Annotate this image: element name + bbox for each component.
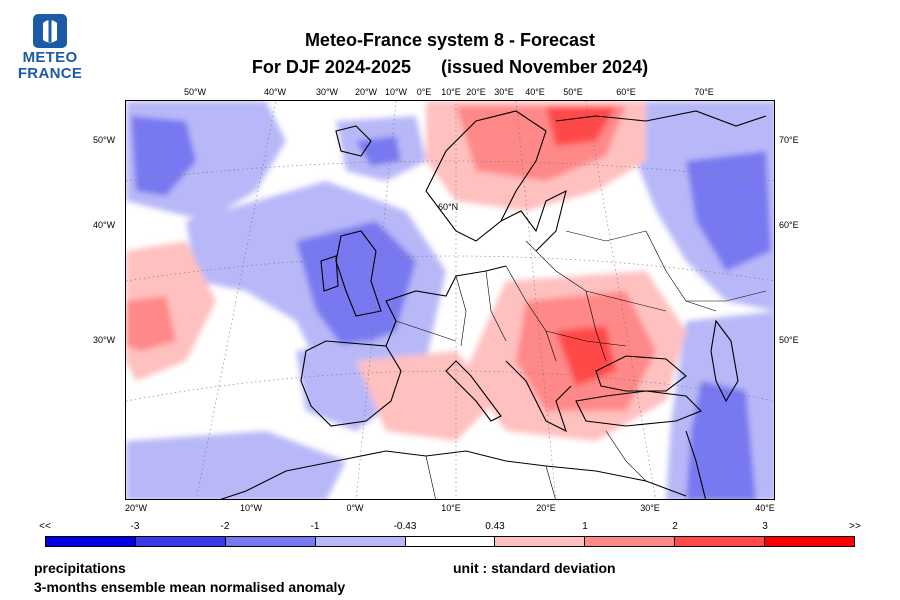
legend-colorbar bbox=[45, 536, 855, 547]
coast-ireland bbox=[320, 255, 339, 292]
tick-bottom-5: 30°E bbox=[640, 503, 660, 513]
tick-top-7: 20°E bbox=[466, 87, 486, 97]
coast-scandinavia bbox=[425, 110, 547, 242]
tick-bottom-6: 40°E bbox=[755, 503, 775, 513]
coast-black-sea bbox=[595, 355, 687, 392]
tick-top-1: 40°W bbox=[263, 87, 287, 97]
tick-left-2: 30°W bbox=[93, 335, 116, 345]
anomaly-map bbox=[125, 100, 775, 500]
anomaly-red-west-atlantic-mid bbox=[126, 296, 176, 351]
tick-bottom-1: 10°W bbox=[239, 503, 263, 513]
legend-label-1: -3 bbox=[130, 521, 140, 532]
tick-top-4: 10°W bbox=[384, 87, 408, 97]
anomaly-blue-east-core bbox=[686, 151, 771, 271]
tick-right-2: 50°E bbox=[779, 335, 799, 345]
footer-description: 3-months ensemble mean normalised anomal… bbox=[34, 579, 346, 595]
coast-arctic bbox=[555, 110, 767, 127]
anomaly-red-mediterranean bbox=[356, 351, 496, 441]
logo-text-line1: METEO bbox=[22, 49, 78, 66]
legend-label-0: << bbox=[39, 521, 51, 532]
meteo-france-logo-icon bbox=[33, 14, 67, 48]
legend-swatch-3 bbox=[315, 537, 406, 546]
coast-iberia bbox=[300, 340, 402, 427]
legend-label-5: 0.43 bbox=[485, 521, 505, 532]
coast-caspian bbox=[710, 319, 739, 403]
title-line1: Meteo-France system 8 - Forecast bbox=[304, 30, 596, 50]
tick-bottom-0: 20°W bbox=[124, 503, 148, 513]
legend-swatch-8 bbox=[765, 537, 855, 546]
legend-label-3: -1 bbox=[310, 521, 320, 532]
footer-unit: unit : standard deviation bbox=[453, 560, 616, 576]
logo-text-line2: FRANCE bbox=[17, 65, 83, 82]
coast-balkans-greece bbox=[505, 360, 572, 433]
tick-bottom-2: 0°W bbox=[346, 503, 364, 513]
tick-bottom-4: 20°E bbox=[536, 503, 556, 513]
coastlines bbox=[220, 110, 767, 499]
meteo-france-logo: METEO FRANCE bbox=[14, 14, 86, 82]
country-borders bbox=[395, 230, 767, 499]
tick-top-11: 60°E bbox=[616, 87, 636, 97]
legend-swatch-1 bbox=[135, 537, 226, 546]
legend-swatch-6 bbox=[585, 537, 676, 546]
legend-swatch-0 bbox=[46, 537, 136, 546]
legend-label-8: 3 bbox=[762, 521, 768, 532]
coast-british-isles bbox=[335, 230, 382, 317]
coast-levant bbox=[685, 430, 707, 499]
tick-top-10: 50°E bbox=[563, 87, 583, 97]
anomaly-blue-iceland-core bbox=[356, 136, 401, 166]
anomaly-red-balkans-core bbox=[556, 326, 616, 386]
coast-greenland-iceland bbox=[335, 125, 372, 157]
tick-top-0: 50°W bbox=[183, 87, 207, 97]
title-line2: For DJF 2024-2025 (issued November 2024) bbox=[251, 57, 649, 77]
tick-bottom-3: 10°E bbox=[441, 503, 461, 513]
tick-top-9: 40°E bbox=[525, 87, 545, 97]
anomaly-blue-atlantic-core bbox=[296, 221, 416, 351]
tick-top-6: 10°E bbox=[441, 87, 461, 97]
tick-right-1: 60°E bbox=[779, 220, 799, 230]
legend-swatch-7 bbox=[675, 537, 766, 546]
footer-variable: precipitations bbox=[34, 560, 126, 576]
legend-swatch-4 bbox=[405, 537, 496, 546]
coast-baltic bbox=[500, 189, 567, 252]
anomaly-map-canvas bbox=[126, 101, 774, 499]
map-label-60n: 60°N bbox=[438, 202, 459, 212]
legend-label-7: 2 bbox=[672, 521, 678, 532]
graticule bbox=[126, 101, 774, 499]
legend-swatch-5 bbox=[495, 537, 586, 546]
tick-left-1: 40°W bbox=[93, 220, 116, 230]
legend-swatch-2 bbox=[225, 537, 316, 546]
legend-label-2: -2 bbox=[220, 521, 230, 532]
anomaly-blue-southwest bbox=[126, 431, 346, 499]
tick-left-0: 50°W bbox=[93, 135, 116, 145]
coast-italy bbox=[445, 360, 502, 422]
coast-turkey bbox=[575, 390, 702, 427]
tick-top-2: 30°W bbox=[315, 87, 339, 97]
tick-right-0: 70°E bbox=[779, 135, 799, 145]
tick-top-12: 70°E bbox=[694, 87, 714, 97]
tick-top-5: 0°E bbox=[416, 87, 432, 97]
legend-label-4: -0.43 bbox=[393, 521, 417, 532]
anomaly-blue-southeast-core bbox=[686, 381, 756, 499]
tick-top-3: 20°W bbox=[354, 87, 378, 97]
anomaly-blue-northwest-core bbox=[131, 116, 196, 196]
coast-north-africa bbox=[220, 450, 687, 499]
tick-top-8: 30°E bbox=[494, 87, 514, 97]
coast-france-europe bbox=[385, 265, 507, 347]
legend-label-9: >> bbox=[849, 521, 861, 532]
legend-label-6: 1 bbox=[582, 521, 588, 532]
